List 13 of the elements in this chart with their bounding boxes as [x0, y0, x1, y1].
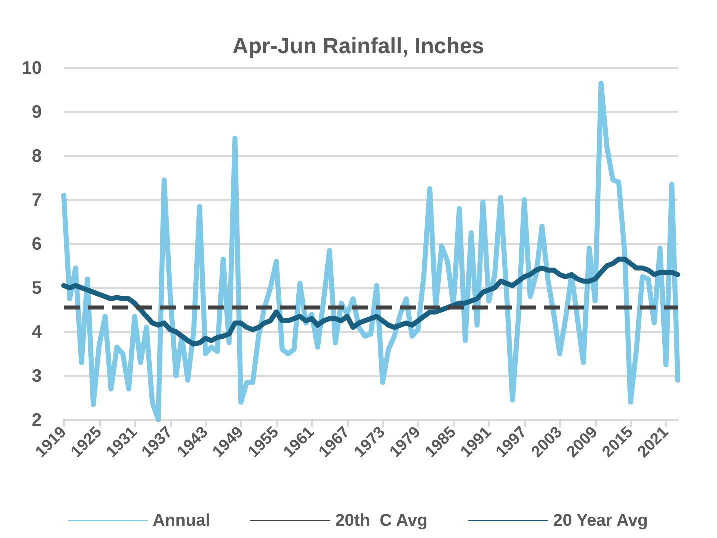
y-tick-label: 5: [32, 278, 42, 298]
y-tick-label: 6: [32, 234, 42, 254]
y-tick-label: 9: [32, 102, 42, 122]
y-tick-label: 10: [22, 58, 42, 78]
chart-title: Apr-Jun Rainfall, Inches: [232, 34, 484, 58]
y-tick-label: 7: [32, 190, 42, 210]
legend-label: 20th C Avg: [335, 511, 428, 530]
y-tick-label: 3: [32, 366, 42, 386]
legend-label: 20 Year Avg: [553, 511, 648, 530]
legend-label: Annual: [152, 511, 210, 530]
y-tick-label: 2: [32, 410, 42, 430]
y-tick-label: 8: [32, 146, 42, 166]
y-tick-label: 4: [32, 322, 42, 342]
